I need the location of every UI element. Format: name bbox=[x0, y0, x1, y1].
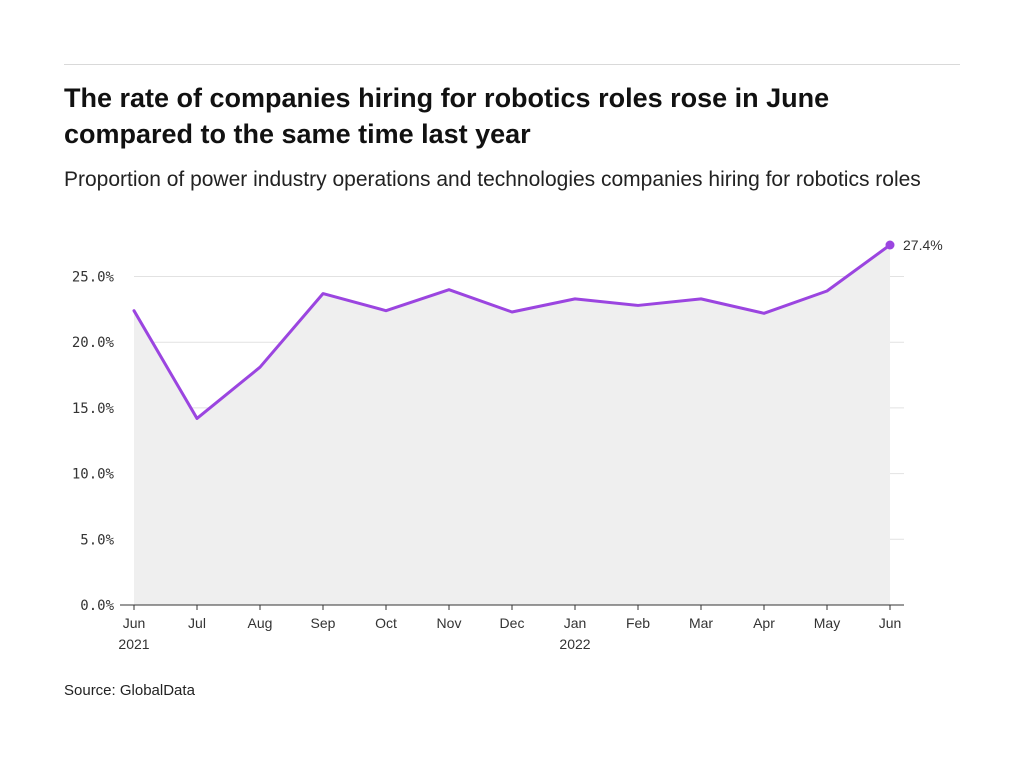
data-point bbox=[636, 303, 640, 307]
data-point bbox=[447, 288, 451, 292]
area-fill bbox=[134, 245, 890, 605]
end-point bbox=[885, 240, 895, 250]
top-rule bbox=[64, 64, 960, 65]
x-tick-label: Feb bbox=[626, 615, 650, 631]
y-tick-label: 25.0% bbox=[72, 270, 115, 286]
y-tick-label: 20.0% bbox=[72, 335, 115, 351]
data-point bbox=[573, 297, 577, 301]
data-point bbox=[195, 416, 199, 420]
source-note: Source: GlobalData bbox=[64, 682, 195, 699]
y-tick-label: 5.0% bbox=[80, 532, 114, 548]
y-tick-label: 10.0% bbox=[72, 467, 115, 483]
x-tick-label: Jul bbox=[188, 615, 206, 631]
data-point bbox=[321, 292, 325, 296]
x-tick-label: Jun bbox=[123, 615, 146, 631]
chart-subtitle: Proportion of power industry operations … bbox=[64, 168, 921, 191]
x-tick-label: Nov bbox=[437, 615, 462, 631]
x-tick-year-label: 2022 bbox=[559, 636, 590, 652]
x-tick-label: Jun bbox=[879, 615, 902, 631]
axes bbox=[120, 604, 904, 610]
end-value-label: 27.4% bbox=[903, 237, 943, 253]
series-line bbox=[132, 243, 892, 420]
y-tick-label: 15.0% bbox=[72, 401, 115, 417]
x-tick-label: Mar bbox=[689, 615, 713, 631]
x-tick-year-label: 2021 bbox=[118, 636, 149, 652]
x-tick-label: Aug bbox=[248, 615, 273, 631]
data-point bbox=[258, 365, 262, 369]
data-point bbox=[825, 289, 829, 293]
chart-title: The rate of companies hiring for robotic… bbox=[64, 83, 830, 149]
data-point bbox=[132, 309, 136, 313]
x-tick-label: May bbox=[814, 615, 840, 631]
x-tick-label: Jan bbox=[564, 615, 587, 631]
x-tick-label: Oct bbox=[375, 615, 397, 631]
axis-labels: 0.0% 5.0% 10.0% 15.0% 20.0% 25.0% Jun 2021 Jul Au… bbox=[72, 237, 943, 652]
y-tick-label: 0.0% bbox=[80, 598, 114, 614]
data-points bbox=[132, 240, 895, 420]
data-point bbox=[384, 309, 388, 313]
data-point bbox=[699, 297, 703, 301]
data-point bbox=[762, 311, 766, 315]
data-point bbox=[510, 310, 514, 314]
x-tick-label: Apr bbox=[753, 615, 775, 631]
x-tick-label: Sep bbox=[311, 615, 336, 631]
x-tick-label: Dec bbox=[500, 615, 525, 631]
